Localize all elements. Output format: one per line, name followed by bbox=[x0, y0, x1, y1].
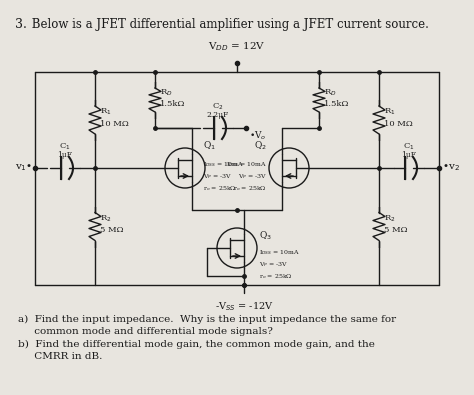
Text: R$_D$: R$_D$ bbox=[160, 88, 173, 98]
Text: 5 MΩ: 5 MΩ bbox=[100, 226, 124, 235]
Text: Q$_1$: Q$_1$ bbox=[203, 140, 216, 152]
Text: I$_{DSS}$ = 10mA
V$_P$ = -3V
r$_o$ = 25kΩ: I$_{DSS}$ = 10mA V$_P$ = -3V r$_o$ = 25k… bbox=[259, 248, 300, 281]
Text: 3.: 3. bbox=[15, 18, 27, 31]
Text: •v$_2$: •v$_2$ bbox=[442, 163, 460, 173]
Text: I$_{DSS}$ = 10mA
V$_P$ = -3V
r$_o$ = 25kΩ: I$_{DSS}$ = 10mA V$_P$ = -3V r$_o$ = 25k… bbox=[226, 160, 267, 193]
Text: 1μF: 1μF bbox=[401, 151, 417, 159]
Text: v$_1$•: v$_1$• bbox=[15, 163, 32, 173]
Text: -V$_{SS}$ = -12V: -V$_{SS}$ = -12V bbox=[215, 300, 273, 313]
Text: 10 MΩ: 10 MΩ bbox=[100, 120, 129, 128]
Text: 10 MΩ: 10 MΩ bbox=[384, 120, 413, 128]
Text: Below is a JFET differential amplifier using a JFET current source.: Below is a JFET differential amplifier u… bbox=[28, 18, 429, 31]
Text: Q$_2$: Q$_2$ bbox=[254, 140, 267, 152]
Text: V$_{DD}$ = 12V: V$_{DD}$ = 12V bbox=[209, 40, 265, 53]
Text: C$_2$: C$_2$ bbox=[212, 102, 224, 112]
Text: b)  Find the differential mode gain, the common mode gain, and the: b) Find the differential mode gain, the … bbox=[18, 340, 375, 349]
Text: •V$_o$: •V$_o$ bbox=[249, 130, 266, 143]
Text: 1μF: 1μF bbox=[57, 151, 73, 159]
Text: I$_{DSS}$ = 10mA
V$_P$ = -3V
r$_o$ = 25kΩ: I$_{DSS}$ = 10mA V$_P$ = -3V r$_o$ = 25k… bbox=[203, 160, 244, 193]
Text: 5 MΩ: 5 MΩ bbox=[384, 226, 408, 235]
Text: C$_1$: C$_1$ bbox=[403, 141, 415, 152]
Text: C$_1$: C$_1$ bbox=[59, 141, 71, 152]
Text: R$_2$: R$_2$ bbox=[384, 213, 395, 224]
Text: Q$_3$: Q$_3$ bbox=[259, 230, 272, 242]
Text: 2.2μF: 2.2μF bbox=[207, 111, 229, 119]
Text: 1.5kΩ: 1.5kΩ bbox=[324, 100, 349, 108]
Text: R$_1$: R$_1$ bbox=[100, 107, 111, 117]
Text: 1.5kΩ: 1.5kΩ bbox=[160, 100, 185, 108]
Text: R$_D$: R$_D$ bbox=[324, 88, 337, 98]
Text: R$_1$: R$_1$ bbox=[384, 107, 395, 117]
Text: common mode and differential mode signals?: common mode and differential mode signal… bbox=[18, 327, 273, 336]
Text: a)  Find the input impedance.  Why is the input impedance the same for: a) Find the input impedance. Why is the … bbox=[18, 315, 396, 324]
Text: R$_2$: R$_2$ bbox=[100, 213, 111, 224]
Text: CMRR in dB.: CMRR in dB. bbox=[18, 352, 102, 361]
